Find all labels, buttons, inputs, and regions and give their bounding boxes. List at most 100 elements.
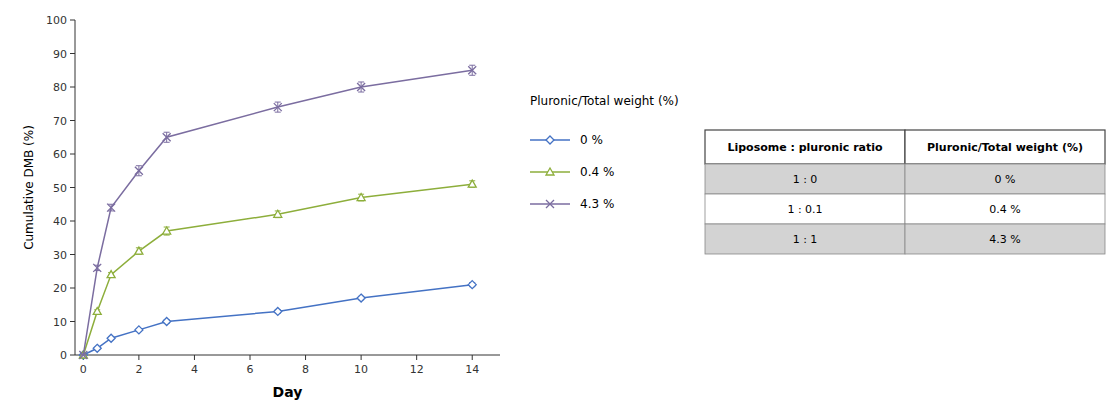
x-tick [250, 355, 251, 360]
y-tick-label: 80 [53, 81, 67, 94]
y-tick-label: 30 [53, 249, 67, 262]
table-cell [905, 224, 1105, 254]
error-bar [136, 248, 142, 255]
y-tick-label: 90 [53, 48, 67, 61]
table: Liposome : pluronic ratio Pluronic/Total … [705, 130, 1105, 254]
x-tick-label: 4 [191, 363, 198, 376]
table-cell [705, 164, 905, 194]
y-axis-label: Cumulative DMB (%) [22, 125, 36, 250]
legend-entry: 0.4 % [580, 165, 614, 179]
data-point [357, 294, 365, 302]
x-tick-label: 10 [354, 363, 368, 376]
error-bar [136, 166, 142, 176]
error-bar [275, 102, 281, 112]
y-tick [70, 321, 75, 322]
error-bar [469, 65, 475, 75]
legend-entry: 0 % [580, 133, 603, 147]
data-point [274, 210, 282, 217]
y-tick-label: 50 [53, 182, 67, 195]
y-tick [70, 87, 75, 88]
data-point [163, 227, 171, 234]
table-cell-text: 0.4 % [989, 203, 1020, 216]
x-tick-label: 12 [410, 363, 424, 376]
x-tick-label: 0 [80, 363, 87, 376]
table-cell-text: 1 : 1 [793, 233, 818, 246]
x-tick [361, 355, 362, 360]
y-tick-label: 0 [60, 349, 67, 362]
data-point [135, 326, 143, 334]
table-cell-text: 1 : 0 [793, 173, 818, 186]
error-bar [108, 204, 114, 211]
x-tick-label: 8 [302, 363, 309, 376]
table-cell [905, 194, 1105, 224]
data-point [357, 83, 365, 91]
y-tick [70, 288, 75, 289]
error-bar [358, 194, 364, 201]
data-point [468, 66, 476, 74]
table-header-cell [905, 130, 1105, 164]
data-point [135, 167, 143, 175]
table-cell-text: 0 % [995, 173, 1016, 186]
x-tick [194, 355, 195, 360]
data-point [79, 351, 87, 359]
y-tick [70, 53, 75, 54]
series-line [83, 285, 472, 355]
legend-marker [546, 200, 554, 208]
data-point [93, 264, 101, 272]
table-cell [705, 224, 905, 254]
x-tick [472, 355, 473, 360]
x-tick [138, 355, 139, 360]
plot-area [79, 65, 476, 359]
x-tick-label: 6 [247, 363, 254, 376]
legend-marker [546, 168, 554, 175]
error-bar [164, 132, 170, 142]
y-tick [70, 154, 75, 155]
data-point [163, 133, 171, 141]
y-tick [70, 120, 75, 121]
x-tick-label: 14 [465, 363, 479, 376]
data-point [135, 247, 143, 254]
data-point [93, 307, 101, 314]
y-tick-label: 70 [53, 115, 67, 128]
x-tick-label: 2 [135, 363, 142, 376]
error-bar [164, 227, 170, 235]
y-tick-label: 20 [53, 282, 67, 295]
error-bar [358, 82, 364, 92]
data-point [107, 204, 115, 212]
data-point [107, 271, 115, 278]
series-line [83, 184, 472, 355]
data-point [93, 344, 101, 352]
table-cell [905, 164, 1105, 194]
y-tick [70, 355, 75, 356]
data-point [274, 103, 282, 111]
error-bar [469, 181, 475, 188]
x-tick [416, 355, 417, 360]
y-tick [70, 187, 75, 188]
y-tick-label: 100 [46, 14, 67, 27]
y-tick-label: 10 [53, 316, 67, 329]
data-point [468, 180, 476, 187]
x-axis-label: Day [273, 384, 303, 400]
y-tick [70, 254, 75, 255]
legend-title: Pluronic/Total weight (%) [530, 94, 679, 108]
legend-entry: 4.3 % [580, 197, 614, 211]
table-header: Liposome : pluronic ratio [727, 141, 883, 154]
data-point [274, 307, 282, 315]
data-point [468, 281, 476, 289]
y-tick [70, 221, 75, 222]
table-header: Pluronic/Total weight (%) [927, 141, 1083, 154]
x-tick [305, 355, 306, 360]
data-point [357, 194, 365, 201]
y-tick [70, 20, 75, 21]
table-cell-text: 4.3 % [989, 233, 1020, 246]
y-tick-label: 60 [53, 148, 67, 161]
chart: 0 2 4 6 8 10 12 14 0 10 20 30 40 50 60 70 80 90 100 Day Cumu… [0, 0, 1120, 418]
series-line [83, 70, 472, 355]
error-bar [275, 211, 281, 218]
table-header-cell [705, 130, 905, 164]
legend-marker [546, 136, 554, 144]
table-cell [705, 194, 905, 224]
y-tick-label: 40 [53, 215, 67, 228]
data-point [163, 318, 171, 326]
table-cell-text: 1 : 0.1 [787, 203, 822, 216]
